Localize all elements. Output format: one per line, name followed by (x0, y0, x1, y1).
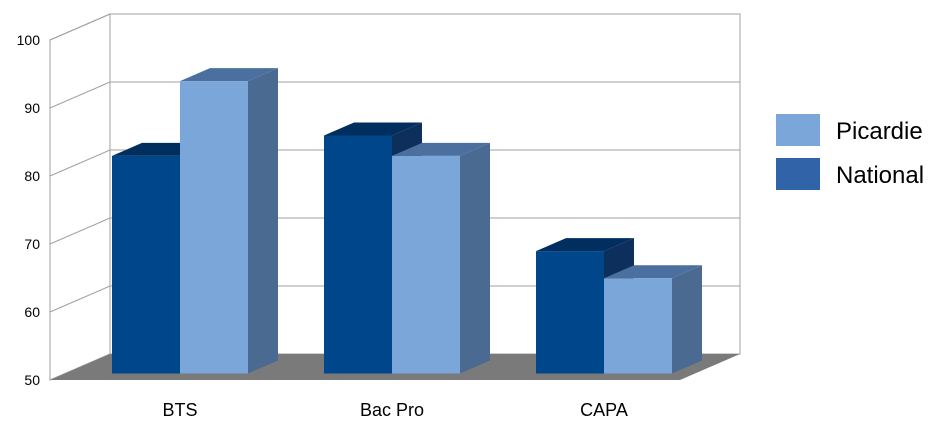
bars (112, 68, 702, 374)
legend-swatch-national (776, 158, 820, 190)
bar-top (324, 122, 422, 136)
gridlines (49, 13, 740, 313)
bar-front (536, 251, 604, 374)
y-tick-label-60: 60 (24, 304, 40, 320)
bar-side (672, 265, 702, 374)
bar-front (112, 155, 180, 374)
side-wall (49, 13, 111, 381)
bar-top (536, 238, 634, 252)
legend-label-picardie: Picardie (836, 118, 923, 145)
x-axis-labels: BTS Bac Pro CAPA (162, 400, 627, 420)
y-axis-ticks: 50 60 70 80 90 100 (17, 32, 41, 388)
legend-label-national: National (836, 162, 924, 189)
x-label-capa: CAPA (580, 400, 628, 420)
bar-top (180, 68, 278, 82)
y-tick-label-90: 90 (24, 100, 40, 116)
bar-picardie-capa (604, 265, 702, 374)
bar-picardie-bts (180, 68, 278, 374)
gridline-80 (49, 149, 740, 177)
bar-top (604, 265, 702, 279)
gridline-100 (49, 13, 740, 41)
gridline-70 (49, 217, 740, 245)
bar-side (460, 142, 490, 374)
bar-front (392, 155, 460, 374)
legend: Picardie National (776, 114, 924, 190)
x-label-bac-pro: Bac Pro (360, 400, 424, 420)
bar-top (392, 142, 490, 156)
y-tick-label-80: 80 (24, 168, 40, 184)
gridline-60 (49, 285, 740, 313)
bar-side (248, 68, 278, 374)
gridline-90 (49, 81, 740, 109)
x-label-bts: BTS (162, 400, 197, 420)
y-tick-label-50: 50 (24, 372, 40, 388)
y-tick-label-100: 100 (17, 32, 41, 48)
legend-swatch-picardie (776, 114, 820, 146)
bar-picardie-bac-pro (392, 142, 490, 374)
bar-front (604, 278, 672, 374)
bar-front (324, 135, 392, 374)
y-tick-label-70: 70 (24, 236, 40, 252)
bar-front (180, 81, 248, 374)
